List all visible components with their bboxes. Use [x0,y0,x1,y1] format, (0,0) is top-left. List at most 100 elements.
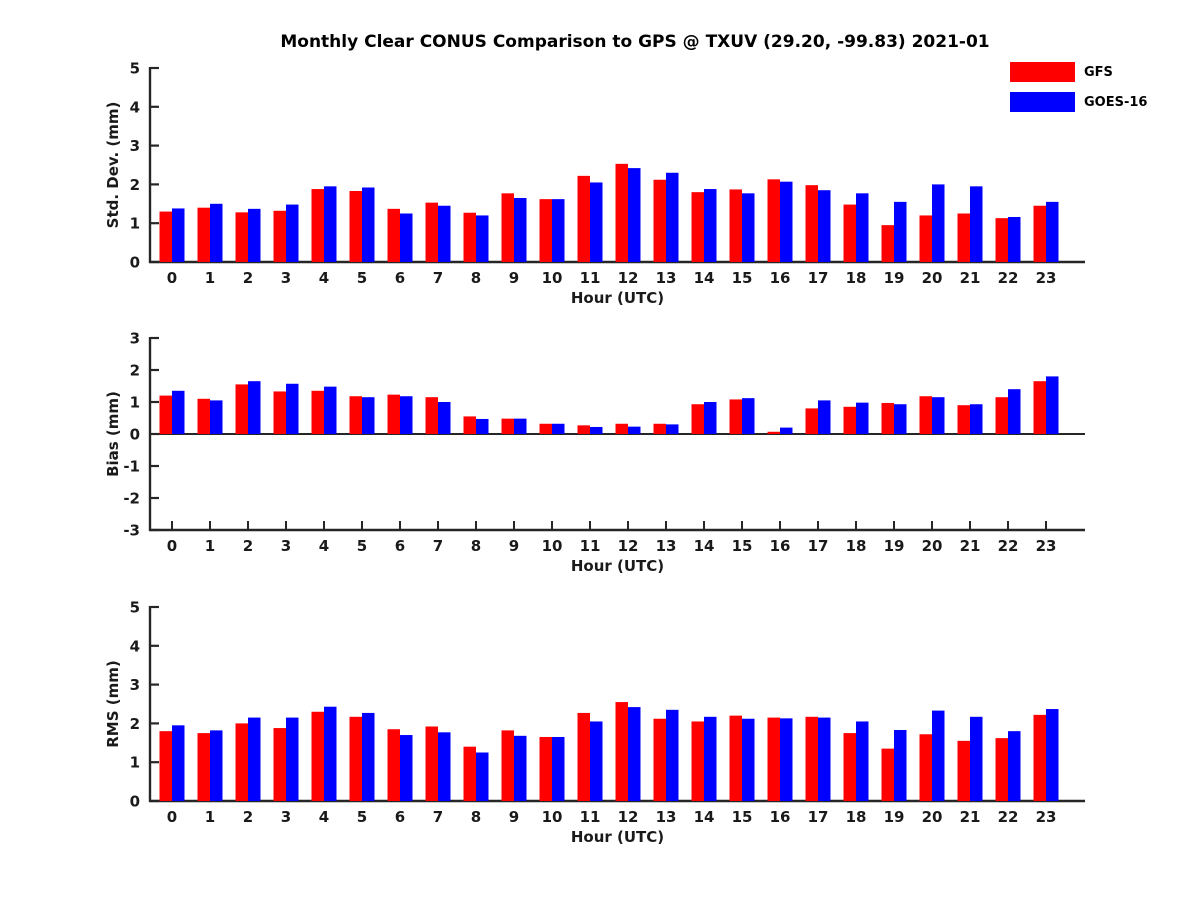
bar-gfs-hour-0 [159,395,172,434]
bar-goes16-hour-13 [666,709,679,801]
bar-goes16-hour-2 [248,208,261,262]
bar-gfs-hour-23 [1033,381,1046,434]
bar-gfs-hour-12 [615,702,628,801]
y-tick-label: 3 [130,330,140,348]
x-tick-label: 12 [618,537,639,555]
bar-gfs-hour-12 [615,163,628,262]
bar-gfs-hour-21 [957,405,970,434]
x-tick-label: 19 [884,269,905,287]
bar-goes16-hour-9 [514,418,527,434]
x-tick-label: 4 [319,808,329,826]
x-tick-label: 16 [770,269,791,287]
x-tick-label: 4 [319,537,329,555]
bar-gfs-hour-16 [767,179,780,262]
gfs-swatch [1010,62,1075,82]
x-tick-label: 13 [656,537,677,555]
x-tick-label: 9 [509,269,519,287]
x-tick-label: 14 [694,537,715,555]
bar-goes16-hour-2 [248,717,261,801]
x-tick-label: 0 [167,269,177,287]
x-tick-label: 8 [471,808,481,826]
x-tick-label: 23 [1036,537,1057,555]
x-tick-label: 20 [922,537,943,555]
bar-goes16-hour-23 [1046,709,1059,801]
bar-gfs-hour-1 [197,733,210,801]
x-tick-label: 10 [542,537,563,555]
x-tick-label: 20 [922,269,943,287]
bar-goes16-hour-7 [438,205,451,262]
bar-goes16-hour-7 [438,732,451,801]
x-tick-label: 6 [395,808,405,826]
y-tick-label: -2 [123,490,140,508]
bar-goes16-hour-14 [704,402,717,434]
bar-goes16-hour-15 [742,718,755,801]
bar-goes16-hour-6 [400,213,413,262]
x-tick-label: 11 [580,269,601,287]
bar-gfs-hour-5 [349,716,362,801]
y-tick-label: 3 [130,137,140,155]
x-tick-label: 5 [357,537,367,555]
x-tick-label: 15 [732,537,753,555]
bar-goes16-hour-1 [210,400,223,434]
x-tick-label: 16 [770,808,791,826]
bar-gfs-hour-7 [425,202,438,262]
x-tick-label: 21 [960,537,981,555]
x-tick-label: 13 [656,808,677,826]
bar-gfs-hour-6 [387,208,400,262]
legend: GFS GOES-16 [1010,62,1147,122]
x-tick-label: 2 [243,808,253,826]
bar-goes16-hour-16 [780,718,793,801]
bar-goes16-hour-9 [514,735,527,801]
y-tick-label: 0 [130,793,140,811]
bar-goes16-hour-4 [324,706,337,801]
bar-goes16-hour-13 [666,424,679,434]
bar-gfs-hour-17 [805,185,818,262]
bar-goes16-hour-14 [704,716,717,801]
bar-goes16-hour-8 [476,418,489,434]
bar-goes16-hour-23 [1046,201,1059,262]
bar-goes16-hour-19 [894,729,907,801]
x-tick-label: 16 [770,537,791,555]
bar-gfs-hour-18 [843,406,856,434]
bar-goes16-hour-18 [856,193,869,262]
bar-goes16-hour-17 [818,717,831,801]
x-tick-label: 10 [542,269,563,287]
bar-gfs-hour-18 [843,204,856,262]
y-tick-label: 2 [130,715,140,733]
bar-goes16-hour-0 [172,390,185,434]
bar-goes16-hour-3 [286,717,299,801]
x-tick-label: 5 [357,808,367,826]
bar-goes16-hour-12 [628,168,641,262]
y-tick-label: 2 [130,176,140,194]
x-tick-label: 21 [960,269,981,287]
bar-gfs-hour-4 [311,711,324,801]
bar-gfs-hour-10 [539,736,552,801]
bar-gfs-hour-9 [501,730,514,801]
x-tick-label: 20 [922,808,943,826]
bar-goes16-hour-13 [666,172,679,262]
bar-gfs-hour-9 [501,418,514,434]
x-tick-label: 3 [281,269,291,287]
x-axis-label: Hour (UTC) [571,557,664,575]
bar-gfs-hour-0 [159,731,172,801]
bar-gfs-hour-12 [615,423,628,434]
bar-goes16-hour-3 [286,383,299,434]
bar-gfs-hour-6 [387,729,400,801]
bar-gfs-hour-15 [729,189,742,262]
legend-label-gfs: GFS [1084,64,1113,80]
x-tick-label: 11 [580,537,601,555]
bar-gfs-hour-15 [729,399,742,434]
x-tick-label: 18 [846,537,867,555]
bar-gfs-hour-16 [767,431,780,434]
x-tick-label: 23 [1036,269,1057,287]
x-tick-label: 14 [694,269,715,287]
y-tick-label: 4 [130,98,140,116]
bar-goes16-hour-11 [590,182,603,262]
bar-gfs-hour-0 [159,211,172,262]
y-tick-label: 5 [130,60,140,78]
bar-goes16-hour-1 [210,203,223,262]
y-axis-label: Std. Dev. (mm) [104,102,122,229]
x-tick-label: 5 [357,269,367,287]
y-tick-label: 2 [130,362,140,380]
